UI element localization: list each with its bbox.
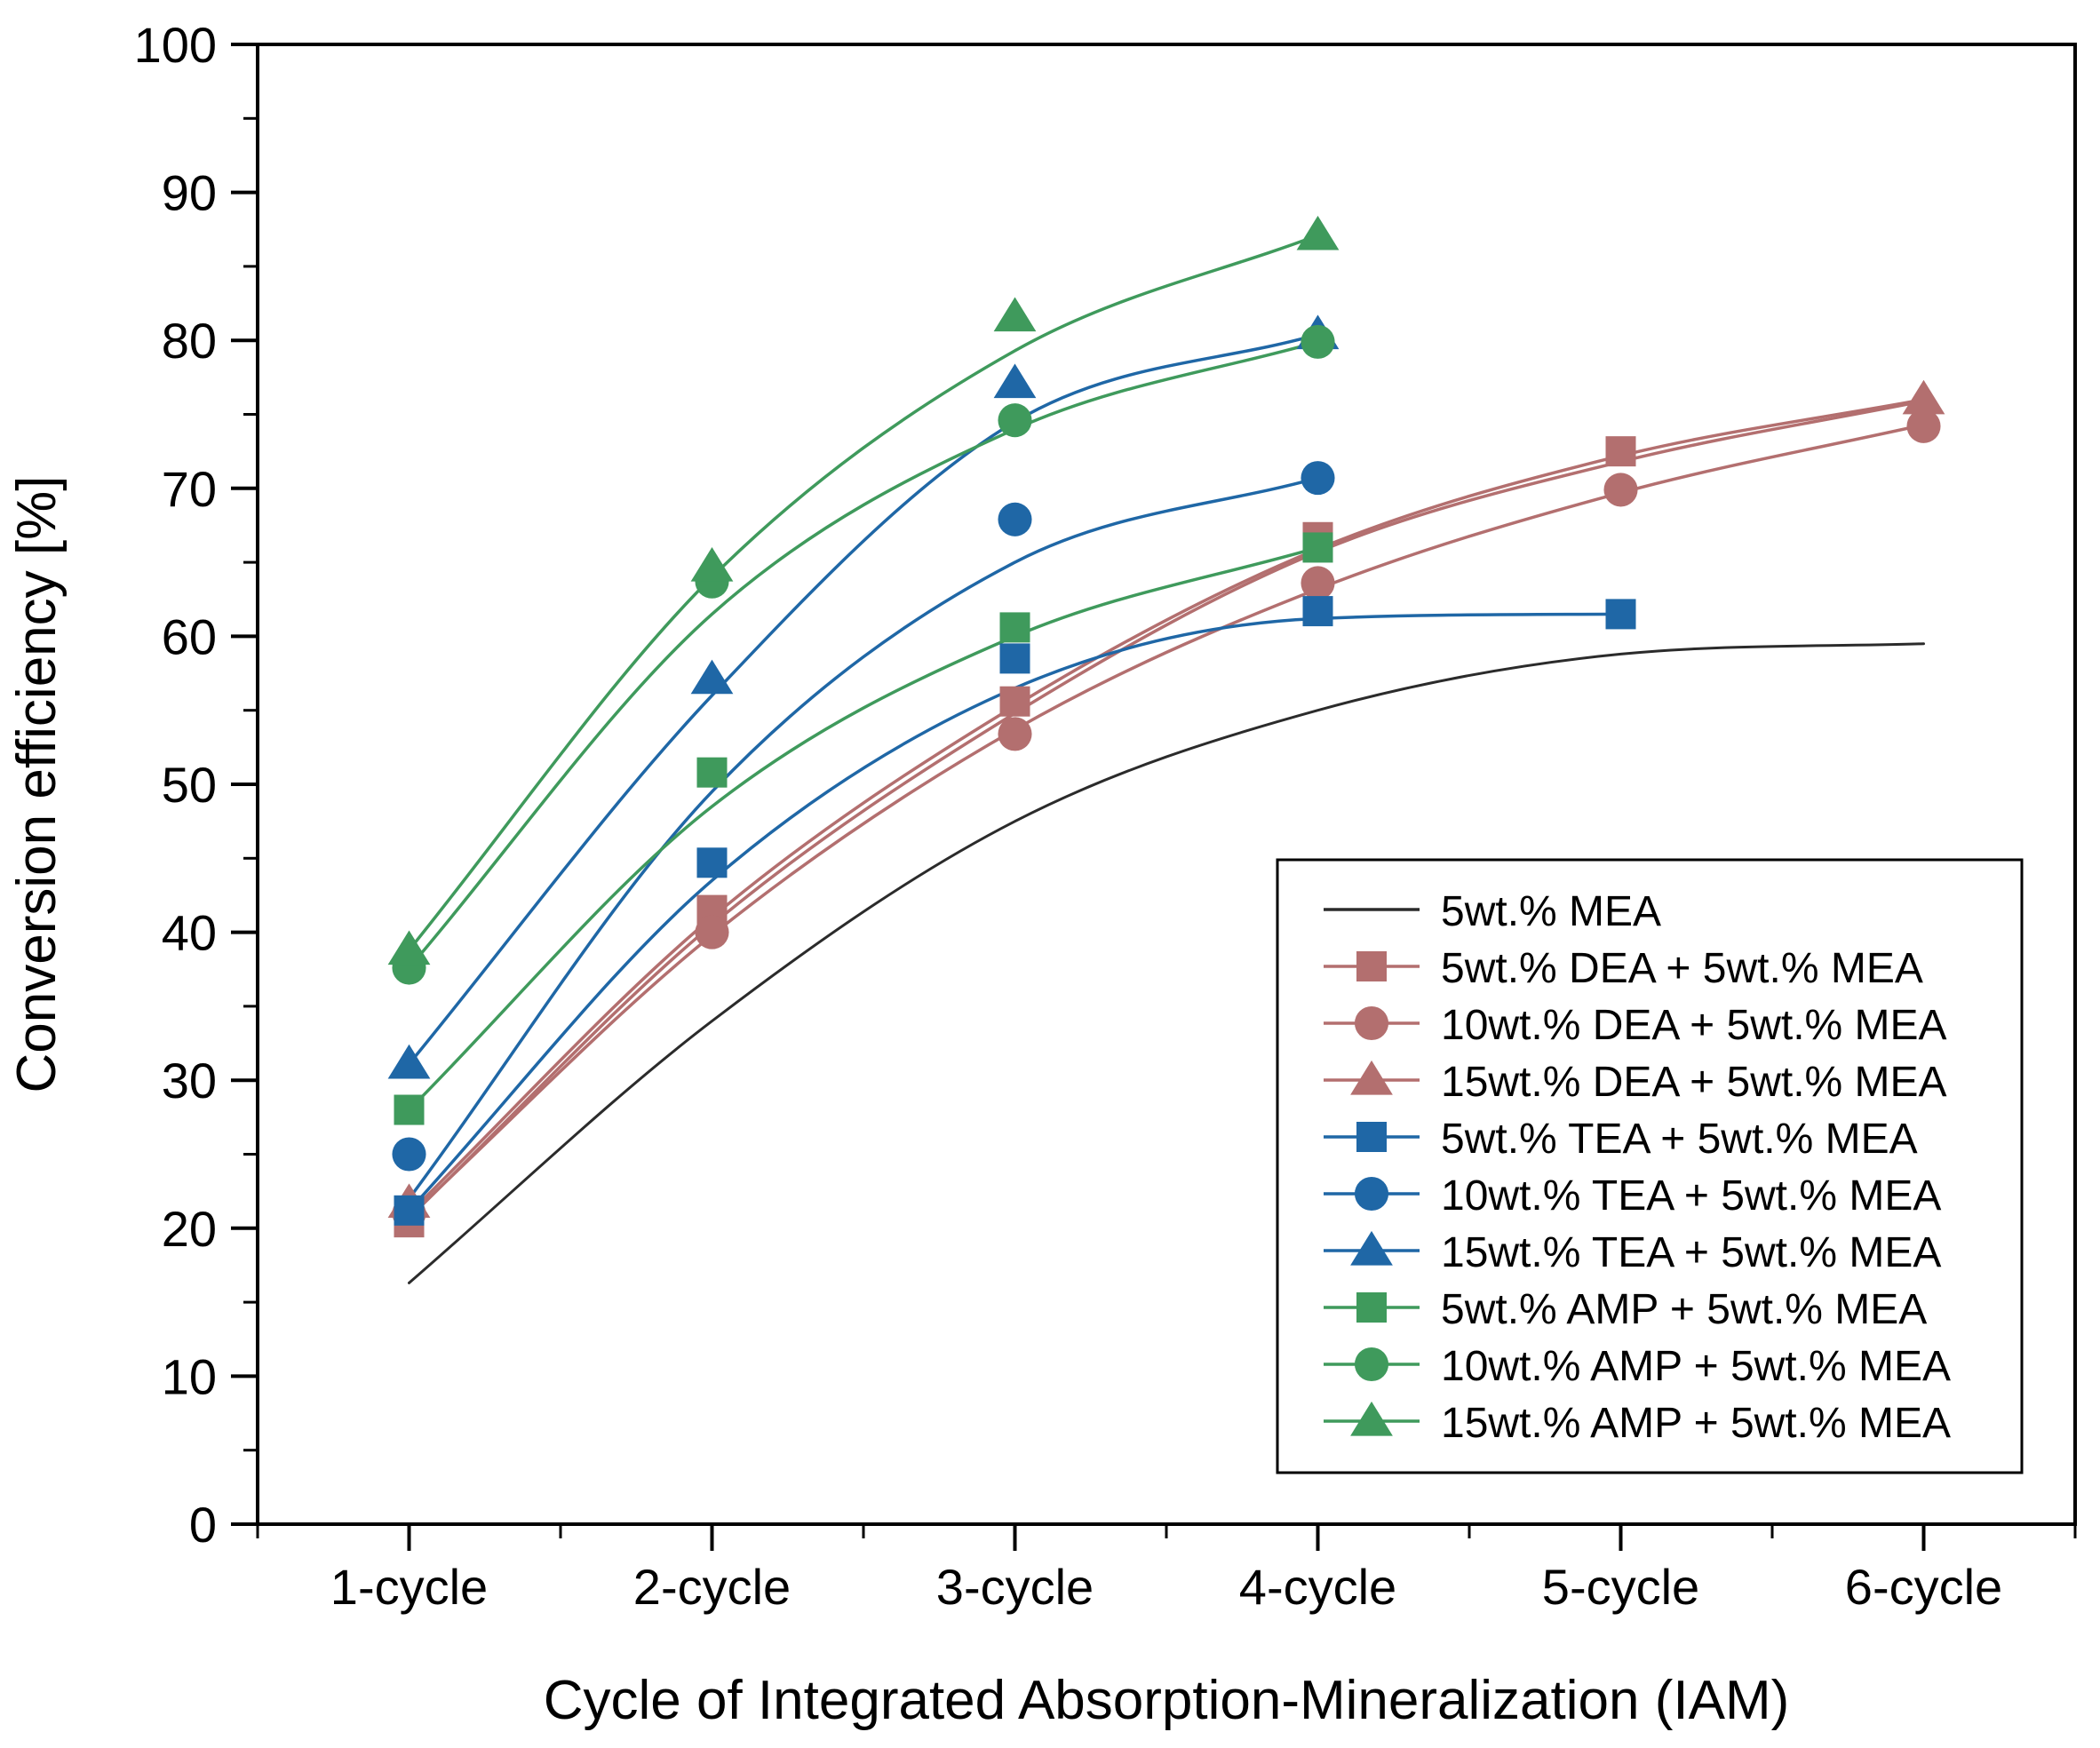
axes: 0 10 20 30 40 50 60 70 80 90 100 1-cycle 2-cycle 3-cy… (134, 17, 2077, 1615)
fit-curve-series-0 (408, 642, 1925, 1284)
data-point-series-6 (690, 659, 734, 695)
data-point-series-9 (993, 297, 1037, 332)
legend-entry-label: 15wt.% AMP + 5wt.% MEA (1441, 1400, 1951, 1447)
legend-entry-label: 5wt.% AMP + 5wt.% MEA (1441, 1286, 1927, 1333)
data-point-series-9 (1296, 215, 1340, 250)
fit-curve-series-1 (407, 399, 1926, 1220)
data-point-series-6 (387, 1044, 431, 1079)
data-point-series-7 (1302, 532, 1333, 563)
data-point-series-1 (999, 686, 1030, 717)
y-tick-label: 90 (162, 165, 217, 221)
data-point-series-2 (1906, 409, 1941, 443)
fit-curve-series-4 (407, 612, 1623, 1212)
fit-curve-series-9 (407, 234, 1320, 952)
data-point-series-4 (394, 1195, 425, 1226)
data-point-series-6 (993, 363, 1037, 399)
legend-marker (1350, 1401, 1393, 1436)
legend-entry-label: 10wt.% TEA + 5wt.% MEA (1441, 1172, 1941, 1220)
legend-marker (1354, 1176, 1389, 1212)
fit-curves (407, 234, 1926, 1284)
legend: 5wt.% MEA 5wt.% DEA + 5wt.% MEA 10wt.% DEA… (1276, 858, 2024, 1474)
fit-curve-series-7 (407, 545, 1320, 1112)
data-point-series-8 (1301, 324, 1335, 359)
legend-entry-label: 10wt.% DEA + 5wt.% MEA (1441, 1002, 1947, 1049)
legend-marker (1350, 1230, 1393, 1266)
legend-entry-label: 15wt.% DEA + 5wt.% MEA (1441, 1059, 1947, 1106)
data-point-series-2 (1603, 473, 1638, 507)
legend-marker (1354, 1005, 1389, 1041)
y-tick-label: 80 (162, 313, 217, 369)
x-axis-title: Cycle of Integrated Absorption-Mineraliz… (544, 1670, 1790, 1731)
y-tick-label: 30 (162, 1053, 217, 1108)
data-point-series-4 (696, 847, 728, 878)
legend-marker (1356, 1122, 1387, 1152)
fit-curve-series-6 (407, 332, 1320, 1066)
x-tick-label: 5-cycle (1542, 1559, 1699, 1615)
legend-marker (1354, 1347, 1389, 1382)
legend-entry-label: 5wt.% DEA + 5wt.% MEA (1441, 945, 1923, 992)
data-point-series-5 (1301, 461, 1335, 496)
data-markers (387, 215, 1945, 1238)
legend-box (1276, 858, 2024, 1474)
data-point-series-2 (998, 717, 1032, 751)
data-point-series-5 (998, 502, 1032, 536)
fit-curve-series-3 (407, 398, 1926, 1215)
legend-marker (1350, 1060, 1393, 1095)
data-point-series-5 (392, 1137, 426, 1172)
data-point-series-2 (1301, 566, 1335, 600)
data-point-series-9 (690, 546, 734, 582)
data-point-series-4 (1605, 599, 1636, 630)
legend-marker (1356, 951, 1387, 981)
x-tick-label: 4-cycle (1239, 1559, 1396, 1615)
y-axis-title: Conversion efficiency [%] (6, 476, 68, 1093)
data-point-series-3 (1902, 379, 1945, 415)
data-point-series-4 (1302, 596, 1333, 627)
y-tick-label: 20 (162, 1201, 217, 1257)
data-point-series-9 (387, 930, 431, 965)
data-point-series-2 (695, 915, 729, 949)
x-tick-label: 1-cycle (330, 1559, 488, 1615)
y-tick-label: 10 (162, 1348, 217, 1404)
legend-entry-label: 5wt.% TEA + 5wt.% MEA (1441, 1116, 1918, 1163)
data-point-series-7 (394, 1094, 425, 1125)
y-tick-label: 40 (162, 905, 217, 961)
y-tick-label: 50 (162, 757, 217, 813)
data-point-series-8 (998, 403, 1032, 438)
x-tick-label: 3-cycle (936, 1559, 1094, 1615)
legend-entry-label: 5wt.% MEA (1441, 888, 1661, 935)
y-tick-label: 70 (162, 461, 217, 517)
legend-entry-label: 15wt.% TEA + 5wt.% MEA (1441, 1229, 1941, 1276)
y-tick-label: 100 (134, 17, 217, 73)
fit-curve-series-8 (407, 340, 1320, 970)
fit-curve-series-5 (407, 476, 1320, 1201)
x-tick-label: 6-cycle (1845, 1559, 2002, 1615)
data-point-series-7 (696, 757, 728, 788)
legend-marker (1356, 1292, 1387, 1323)
legend-entry-label: 10wt.% AMP + 5wt.% MEA (1441, 1343, 1951, 1390)
data-point-series-1 (1605, 436, 1636, 467)
y-tick-label: 0 (189, 1497, 217, 1553)
data-point-series-4 (999, 643, 1030, 674)
x-tick-label: 2-cycle (633, 1559, 791, 1615)
fit-curve-series-2 (407, 423, 1926, 1219)
data-point-series-7 (999, 612, 1030, 643)
y-tick-label: 60 (162, 608, 217, 664)
